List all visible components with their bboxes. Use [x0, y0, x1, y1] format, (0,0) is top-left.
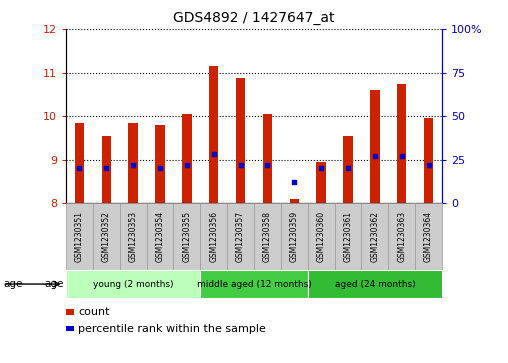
Bar [308, 270, 442, 298]
Text: GSM1230354: GSM1230354 [155, 211, 165, 262]
Bar [155, 125, 165, 203]
Text: GSM1230361: GSM1230361 [343, 211, 353, 262]
Bar [93, 203, 120, 270]
Point [210, 152, 218, 158]
Bar [343, 136, 353, 203]
Text: GSM1230360: GSM1230360 [316, 211, 326, 262]
Bar [281, 203, 308, 270]
Bar [388, 203, 415, 270]
Bar [424, 118, 433, 203]
Bar [370, 90, 379, 203]
Bar [182, 114, 192, 203]
Point [317, 166, 325, 171]
Bar [102, 136, 111, 203]
Point [344, 166, 352, 171]
Point [156, 166, 164, 171]
Text: GDS4892 / 1427647_at: GDS4892 / 1427647_at [173, 11, 335, 25]
Point [237, 162, 245, 168]
Bar [209, 66, 218, 203]
Text: percentile rank within the sample: percentile rank within the sample [78, 323, 266, 334]
Bar [120, 203, 147, 270]
Text: young (2 months): young (2 months) [93, 280, 173, 289]
Bar [66, 309, 74, 315]
Bar [290, 199, 299, 203]
Point [75, 166, 83, 171]
Text: age: age [44, 279, 64, 289]
Bar [66, 270, 200, 298]
Bar [227, 203, 254, 270]
Bar [335, 203, 361, 270]
Text: aged (24 months): aged (24 months) [335, 280, 415, 289]
Text: age: age [3, 279, 22, 289]
Text: GSM1230363: GSM1230363 [397, 211, 406, 262]
Bar [236, 78, 245, 203]
Bar [361, 203, 388, 270]
Bar [415, 203, 442, 270]
Point [398, 153, 406, 159]
Bar [147, 203, 173, 270]
Bar [75, 123, 84, 203]
Text: GSM1230358: GSM1230358 [263, 211, 272, 262]
Bar [200, 270, 308, 298]
Text: GSM1230362: GSM1230362 [370, 211, 379, 262]
Bar [263, 114, 272, 203]
Bar [173, 203, 200, 270]
Bar [397, 84, 406, 203]
Point [129, 162, 137, 168]
Point [102, 166, 110, 171]
Text: middle aged (12 months): middle aged (12 months) [197, 280, 311, 289]
Bar [129, 123, 138, 203]
Text: GSM1230355: GSM1230355 [182, 211, 192, 262]
Point [425, 162, 433, 168]
Text: GSM1230359: GSM1230359 [290, 211, 299, 262]
Point [263, 162, 271, 168]
Point [371, 153, 379, 159]
Text: GSM1230364: GSM1230364 [424, 211, 433, 262]
Bar [308, 203, 335, 270]
Bar [66, 326, 74, 331]
Text: GSM1230351: GSM1230351 [75, 211, 84, 262]
Bar [254, 203, 281, 270]
Text: GSM1230353: GSM1230353 [129, 211, 138, 262]
Bar [316, 162, 326, 203]
Text: GSM1230352: GSM1230352 [102, 211, 111, 262]
Text: GSM1230356: GSM1230356 [209, 211, 218, 262]
Point [183, 162, 191, 168]
Point [290, 179, 298, 185]
Text: GSM1230357: GSM1230357 [236, 211, 245, 262]
Text: count: count [78, 307, 110, 317]
Bar [200, 203, 227, 270]
Bar [66, 203, 93, 270]
